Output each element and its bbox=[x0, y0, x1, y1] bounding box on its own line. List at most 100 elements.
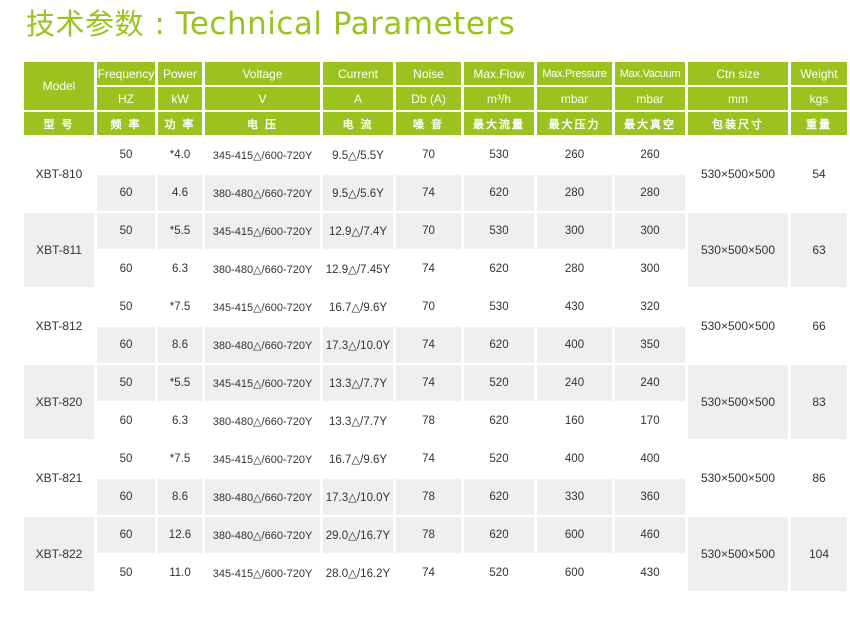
cell-noise: 74 bbox=[396, 441, 461, 477]
cell-power: 6.3 bbox=[158, 251, 202, 287]
cell-max-vacuum: 360 bbox=[615, 479, 685, 515]
cell-ctn-size: 530×500×500 bbox=[688, 365, 788, 439]
cell-current: 17.3△/10.0Y bbox=[323, 479, 393, 515]
model-name: XBT-822 bbox=[24, 517, 94, 591]
cell-voltage: 345-415△/600-720Y bbox=[205, 137, 320, 173]
unit-current: A bbox=[323, 87, 393, 110]
header-noise: Noise bbox=[396, 62, 461, 85]
header-cn-max-pressure: 最大压力 bbox=[537, 112, 612, 135]
cell-noise: 70 bbox=[396, 137, 461, 173]
cell-frequency: 50 bbox=[97, 441, 155, 477]
cell-power: *7.5 bbox=[158, 441, 202, 477]
cell-max-flow: 620 bbox=[464, 403, 534, 439]
cell-current: 28.0△/16.2Y bbox=[323, 555, 393, 591]
cell-current: 12.9△/7.45Y bbox=[323, 251, 393, 287]
header-max-pressure: Max.Pressure bbox=[537, 62, 612, 85]
header-cn-current: 电 流 bbox=[323, 112, 393, 135]
title-separator: : bbox=[144, 6, 176, 42]
cell-ctn-size: 530×500×500 bbox=[688, 213, 788, 287]
unit-noise: Db (A) bbox=[396, 87, 461, 110]
cell-max-flow: 530 bbox=[464, 137, 534, 173]
header-model: Model bbox=[24, 62, 94, 110]
header-current: Current bbox=[323, 62, 393, 85]
cell-noise: 74 bbox=[396, 365, 461, 401]
cell-max-pressure: 430 bbox=[537, 289, 612, 325]
unit-weight: kgs bbox=[791, 87, 847, 110]
cell-max-pressure: 600 bbox=[537, 517, 612, 553]
cell-voltage: 380-480△/660-720Y bbox=[205, 251, 320, 287]
cell-max-pressure: 280 bbox=[537, 175, 612, 211]
cell-max-pressure: 240 bbox=[537, 365, 612, 401]
header-voltage: Voltage bbox=[205, 62, 320, 85]
cell-max-vacuum: 400 bbox=[615, 441, 685, 477]
cell-noise: 74 bbox=[396, 251, 461, 287]
cell-max-pressure: 280 bbox=[537, 251, 612, 287]
cell-max-flow: 520 bbox=[464, 441, 534, 477]
cell-weight: 104 bbox=[791, 517, 847, 591]
cell-power: 8.6 bbox=[158, 327, 202, 363]
cell-power: 11.0 bbox=[158, 555, 202, 591]
unit-voltage: V bbox=[205, 87, 320, 110]
cell-voltage: 380-480△/660-720Y bbox=[205, 327, 320, 363]
cell-ctn-size: 530×500×500 bbox=[688, 517, 788, 591]
cell-max-vacuum: 350 bbox=[615, 327, 685, 363]
cell-voltage: 345-415△/600-720Y bbox=[205, 289, 320, 325]
cell-max-vacuum: 460 bbox=[615, 517, 685, 553]
cell-voltage: 345-415△/600-720Y bbox=[205, 213, 320, 249]
header-cn-model: 型 号 bbox=[24, 112, 94, 135]
cell-max-vacuum: 320 bbox=[615, 289, 685, 325]
model-name: XBT-810 bbox=[24, 137, 94, 211]
cell-max-vacuum: 280 bbox=[615, 175, 685, 211]
title-chinese: 技术参数 bbox=[26, 7, 145, 41]
unit-power: kW bbox=[158, 87, 202, 110]
cell-voltage: 345-415△/600-720Y bbox=[205, 441, 320, 477]
header-ctn-size: Ctn size bbox=[688, 62, 788, 85]
cell-frequency: 50 bbox=[97, 213, 155, 249]
cell-noise: 78 bbox=[396, 479, 461, 515]
cell-max-vacuum: 170 bbox=[615, 403, 685, 439]
header-cn-weight: 重量 bbox=[791, 112, 847, 135]
header-cn-power: 功 率 bbox=[158, 112, 202, 135]
cell-power: 4.6 bbox=[158, 175, 202, 211]
cell-max-flow: 530 bbox=[464, 289, 534, 325]
cell-max-flow: 620 bbox=[464, 479, 534, 515]
cell-frequency: 50 bbox=[97, 555, 155, 591]
cell-weight: 63 bbox=[791, 213, 847, 287]
page-title: 技术参数 : Technical Parameters bbox=[26, 2, 515, 46]
title-english: Technical Parameters bbox=[175, 6, 516, 42]
cell-power: 8.6 bbox=[158, 479, 202, 515]
cell-frequency: 50 bbox=[97, 365, 155, 401]
cell-power: *7.5 bbox=[158, 289, 202, 325]
cell-max-pressure: 400 bbox=[537, 441, 612, 477]
cell-current: 16.7△/9.6Y bbox=[323, 289, 393, 325]
cell-max-flow: 530 bbox=[464, 213, 534, 249]
cell-voltage: 380-480△/660-720Y bbox=[205, 403, 320, 439]
cell-current: 29.0△/16.7Y bbox=[323, 517, 393, 553]
cell-ctn-size: 530×500×500 bbox=[688, 289, 788, 363]
cell-power: 12.6 bbox=[158, 517, 202, 553]
cell-max-flow: 620 bbox=[464, 175, 534, 211]
cell-voltage: 380-480△/660-720Y bbox=[205, 517, 320, 553]
cell-max-pressure: 160 bbox=[537, 403, 612, 439]
cell-noise: 78 bbox=[396, 403, 461, 439]
unit-max-pressure: mbar bbox=[537, 87, 612, 110]
model-name: XBT-811 bbox=[24, 213, 94, 287]
cell-current: 17.3△/10.0Y bbox=[323, 327, 393, 363]
spec-table: Model Frequency HZ Power kW Voltage V Current A N… bbox=[24, 62, 847, 591]
cell-current: 13.3△/7.7Y bbox=[323, 403, 393, 439]
cell-frequency: 50 bbox=[97, 137, 155, 173]
cell-max-flow: 520 bbox=[464, 365, 534, 401]
cell-ctn-size: 530×500×500 bbox=[688, 441, 788, 515]
cell-noise: 74 bbox=[396, 555, 461, 591]
cell-noise: 70 bbox=[396, 213, 461, 249]
cell-voltage: 380-480△/660-720Y bbox=[205, 175, 320, 211]
cell-max-flow: 520 bbox=[464, 555, 534, 591]
cell-noise: 70 bbox=[396, 289, 461, 325]
cell-max-pressure: 400 bbox=[537, 327, 612, 363]
cell-max-flow: 620 bbox=[464, 517, 534, 553]
cell-max-pressure: 330 bbox=[537, 479, 612, 515]
cell-weight: 86 bbox=[791, 441, 847, 515]
header-cn-max-vacuum: 最大真空 bbox=[615, 112, 685, 135]
header-cn-ctn-size: 包装尺寸 bbox=[688, 112, 788, 135]
header-cn-max-flow: 最大流量 bbox=[464, 112, 534, 135]
